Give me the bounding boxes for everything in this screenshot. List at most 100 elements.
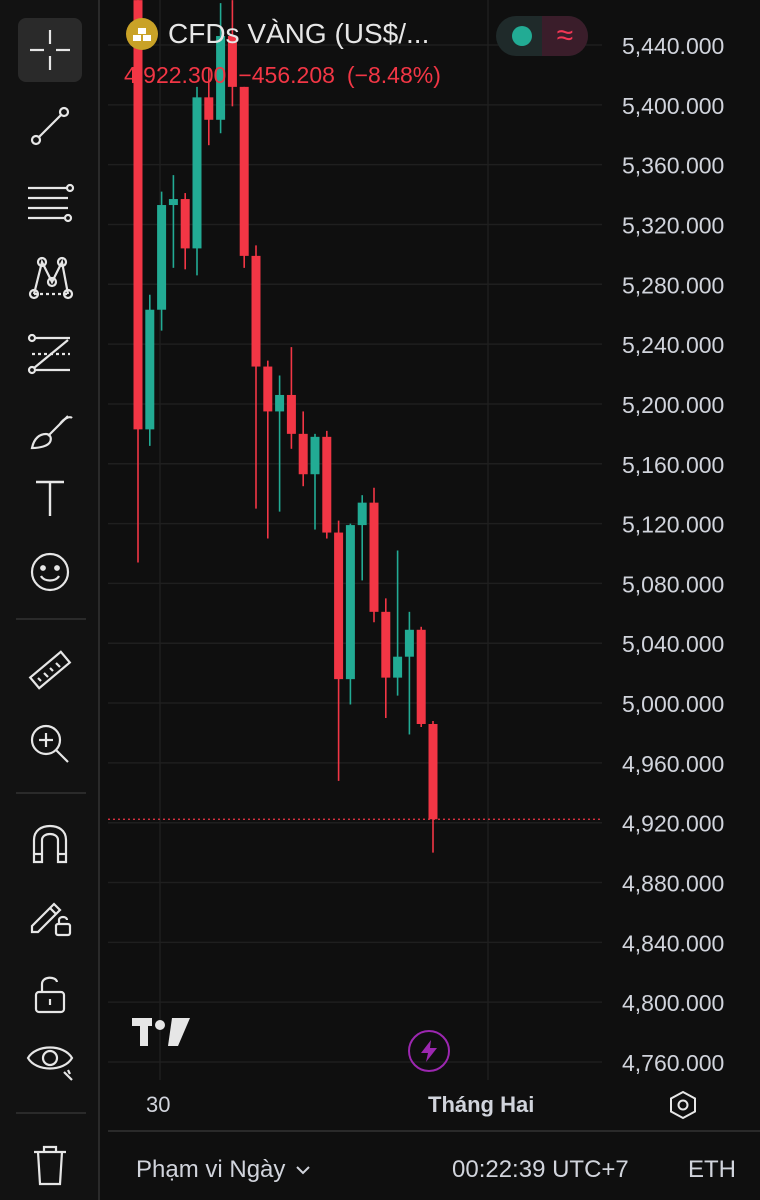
magnet-icon	[32, 824, 68, 864]
market-open-dot-icon	[512, 26, 532, 46]
price-change: −456.208	[238, 62, 335, 88]
candle-body	[227, 36, 237, 87]
price-tick-label: 5,000.000	[622, 691, 724, 717]
candle-body	[286, 394, 296, 434]
chart-pane[interactable]: 5,440.000 5,400.000 5,360.000 5,320.000 5,28…	[108, 0, 760, 1130]
price-change-percent: (−8.48%)	[346, 62, 441, 88]
price-tick-label: 4,960.000	[622, 751, 724, 777]
approx-wave-icon: ≈	[542, 16, 588, 56]
candle-body	[428, 723, 438, 820]
symbol-header[interactable]: CFDs VÀNG (US$/...	[126, 18, 429, 50]
fib-retracement-tool[interactable]	[18, 170, 82, 234]
forecast-icon	[27, 333, 70, 375]
delete-tool[interactable]	[18, 1132, 82, 1196]
magnet-tool[interactable]	[18, 812, 82, 876]
candle-body	[204, 97, 214, 120]
price-tick-label: 4,840.000	[622, 930, 724, 956]
symbol-title[interactable]: CFDs VÀNG (US$/...	[168, 18, 430, 49]
price-tick-label: 5,080.000	[622, 571, 724, 597]
eye-icon	[26, 1046, 74, 1081]
price-tick-label: 5,160.000	[622, 452, 724, 478]
bottom-toolbar: Phạm vi Ngày 00:22:39 UTC+7 ETH	[108, 1130, 760, 1200]
candle-body	[345, 525, 355, 680]
text-tool[interactable]	[18, 466, 82, 530]
price-tick-label: 5,360.000	[622, 153, 724, 179]
zoom-tool[interactable]	[18, 712, 82, 776]
candle-body	[157, 205, 167, 310]
zoom-in-icon	[30, 724, 69, 763]
date-range-button[interactable]: Phạm vi Ngày	[136, 1156, 311, 1184]
trend-line-tool[interactable]	[18, 94, 82, 158]
price-tick-label: 4,800.000	[622, 990, 724, 1016]
chart-settings-button[interactable]	[668, 1090, 698, 1125]
crosshair-tool[interactable]	[18, 18, 82, 82]
text-icon	[36, 480, 64, 516]
candle-body	[404, 629, 414, 657]
candle-body	[381, 611, 391, 678]
clock-timezone[interactable]: 00:22:39 UTC+7	[452, 1156, 629, 1183]
price-tick-label: 5,200.000	[622, 392, 724, 418]
toolbar-divider	[16, 792, 86, 794]
candle-body	[275, 394, 285, 412]
ruler-icon	[28, 650, 72, 690]
candle-body	[393, 656, 403, 678]
price-tick-label: 4,760.000	[622, 1050, 724, 1076]
time-axis[interactable]: 30 Tháng Hai	[108, 1088, 668, 1120]
emoji-icon	[30, 552, 70, 592]
visibility-tool[interactable]	[18, 1026, 82, 1090]
trash-icon	[34, 1145, 66, 1186]
settings-hexagon-icon	[670, 1090, 696, 1120]
price-tick-label: 5,400.000	[622, 93, 724, 119]
ruler-tool[interactable]	[18, 638, 82, 702]
unlock-tool[interactable]	[18, 962, 82, 1026]
candle-body	[369, 502, 379, 612]
price-tick-label: 5,120.000	[622, 512, 724, 538]
lightning-icon[interactable]	[408, 1030, 450, 1072]
lock-drawing-tool[interactable]	[18, 884, 82, 948]
time-label-30: 30	[146, 1092, 171, 1117]
toolbar-divider	[16, 618, 86, 620]
price-tick-label: 5,240.000	[622, 332, 724, 358]
tradingview-logo	[132, 1016, 192, 1053]
price-tick-label: 5,320.000	[622, 212, 724, 238]
candle-body	[216, 36, 226, 120]
candlestick-chart[interactable]: 5,440.000 5,400.000 5,360.000 5,320.000 5,28…	[108, 0, 760, 1090]
pattern-tool[interactable]	[18, 246, 82, 310]
session-button[interactable]: ETH	[688, 1156, 736, 1183]
brush-icon	[30, 415, 73, 450]
candle-body	[334, 532, 344, 680]
candle-body	[145, 309, 155, 430]
candle-body	[168, 199, 178, 206]
candle-body	[251, 255, 261, 367]
forecast-tool[interactable]	[18, 322, 82, 386]
candle-body	[298, 433, 308, 475]
pattern-icon	[28, 256, 74, 300]
candle-body	[192, 97, 202, 249]
trend-line-icon	[30, 106, 70, 146]
candle-body	[180, 199, 190, 249]
candle-body	[357, 502, 367, 526]
candle-body	[133, 0, 143, 430]
candle-body	[239, 86, 249, 256]
candle-body	[310, 436, 320, 475]
price-tick-label: 5,280.000	[622, 272, 724, 298]
fib-retracement-icon	[28, 183, 75, 223]
candle-body	[416, 629, 426, 724]
last-price: 4,922.300	[124, 62, 227, 88]
chevron-down-icon	[296, 1166, 311, 1175]
candle-body	[263, 366, 273, 412]
market-status-toggle[interactable]: ≈	[496, 16, 588, 56]
time-label-month: Tháng Hai	[428, 1092, 535, 1117]
candle-body	[322, 436, 332, 533]
unlock-icon	[34, 976, 66, 1014]
lock-drawing-icon	[30, 902, 72, 937]
brush-tool[interactable]	[18, 398, 82, 462]
gold-bars-icon	[126, 18, 158, 50]
date-range-label: Phạm vi Ngày	[136, 1156, 286, 1183]
price-tick-label: 4,920.000	[622, 811, 724, 837]
crosshair-icon	[30, 30, 70, 70]
price-change-line: 4,922.300 −456.208 (−8.48%)	[124, 62, 453, 89]
emoji-tool[interactable]	[18, 540, 82, 604]
toolbar-divider	[16, 1112, 86, 1114]
price-tick-label: 5,440.000	[622, 33, 724, 59]
